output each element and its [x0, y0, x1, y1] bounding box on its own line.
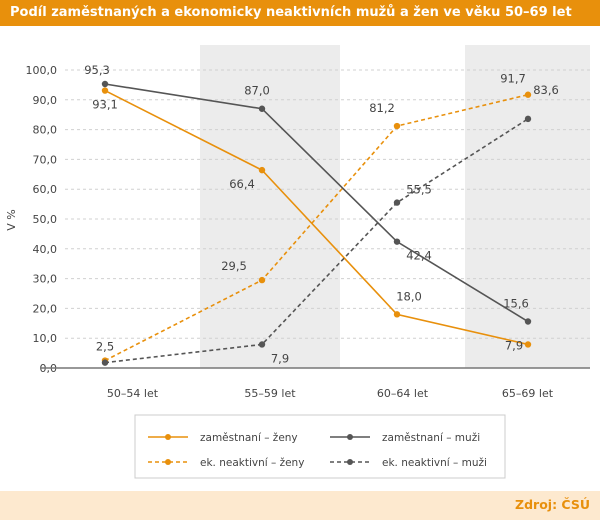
data-point — [524, 115, 532, 123]
legend-label: ek. neaktivní – ženy — [200, 457, 304, 469]
data-label: 7,9 — [271, 351, 289, 365]
data-point — [393, 311, 401, 318]
data-label: 42,4 — [406, 249, 432, 263]
data-point — [524, 91, 532, 98]
data-point — [258, 276, 266, 284]
x-tick-label: 50–54 let — [107, 387, 159, 400]
data-label: 95,3 — [84, 63, 110, 77]
y-tick-label: 80,0 — [33, 124, 58, 137]
legend-label: zaměstnaní – muži — [382, 432, 480, 444]
legend-label: zaměstnaní – ženy — [200, 432, 298, 444]
y-tick-label: 10,0 — [33, 332, 58, 345]
chart-title: Podíl zaměstnaných a ekonomicky neaktivn… — [0, 0, 600, 26]
y-tick-label: 70,0 — [33, 153, 58, 166]
legend-marker — [347, 459, 353, 465]
shaded-band — [200, 45, 340, 368]
data-point — [524, 318, 532, 325]
data-point — [524, 341, 532, 348]
legend-marker — [347, 434, 353, 440]
data-point — [393, 122, 401, 130]
data-point — [258, 341, 266, 348]
series-line — [104, 83, 529, 323]
data-point — [101, 359, 109, 366]
data-point — [393, 238, 401, 245]
x-tick-label: 65–69 let — [502, 387, 554, 400]
legend-marker — [165, 459, 171, 465]
shaded-band — [465, 45, 590, 368]
data-label: 93,1 — [92, 98, 118, 112]
data-point — [393, 199, 401, 206]
data-label: 55,5 — [406, 183, 432, 197]
legend-label: ek. neaktivní – muži — [382, 457, 487, 469]
series-line — [104, 118, 529, 364]
source-label: Zdroj: ČSÚ — [515, 497, 590, 512]
data-label: 7,9 — [505, 338, 523, 352]
x-tick-label: 60–64 let — [377, 387, 429, 400]
legend-box — [134, 414, 506, 479]
footer: Zdroj: ČSÚ — [0, 491, 600, 520]
data-point — [101, 80, 109, 88]
data-label: 2,5 — [96, 340, 114, 354]
y-tick-label: 40,0 — [33, 243, 58, 256]
data-label: 18,0 — [396, 289, 422, 303]
data-label: 87,0 — [244, 84, 270, 98]
y-tick-label: 60,0 — [33, 183, 58, 196]
y-tick-label: 30,0 — [33, 273, 58, 286]
y-axis-label: V % — [5, 209, 18, 230]
y-tick-label: 20,0 — [33, 302, 58, 315]
line-chart: 0,010,020,030,040,050,060,070,080,090,01… — [5, 45, 590, 479]
data-point — [258, 105, 266, 112]
data-label: 81,2 — [369, 101, 395, 115]
series-line — [104, 89, 529, 346]
y-tick-label: 90,0 — [33, 94, 58, 107]
data-label: 15,6 — [503, 297, 529, 311]
legend-marker — [165, 434, 171, 440]
data-label: 29,5 — [221, 259, 247, 273]
data-point — [101, 87, 109, 94]
data-label: 83,6 — [533, 83, 559, 97]
data-label: 66,4 — [229, 177, 255, 191]
x-tick-label: 55–59 let — [244, 387, 296, 400]
y-tick-label: 100,0 — [26, 64, 58, 77]
series-line — [104, 93, 529, 362]
data-point — [258, 166, 266, 174]
y-tick-label: 50,0 — [33, 213, 58, 226]
data-label: 91,7 — [500, 72, 526, 86]
